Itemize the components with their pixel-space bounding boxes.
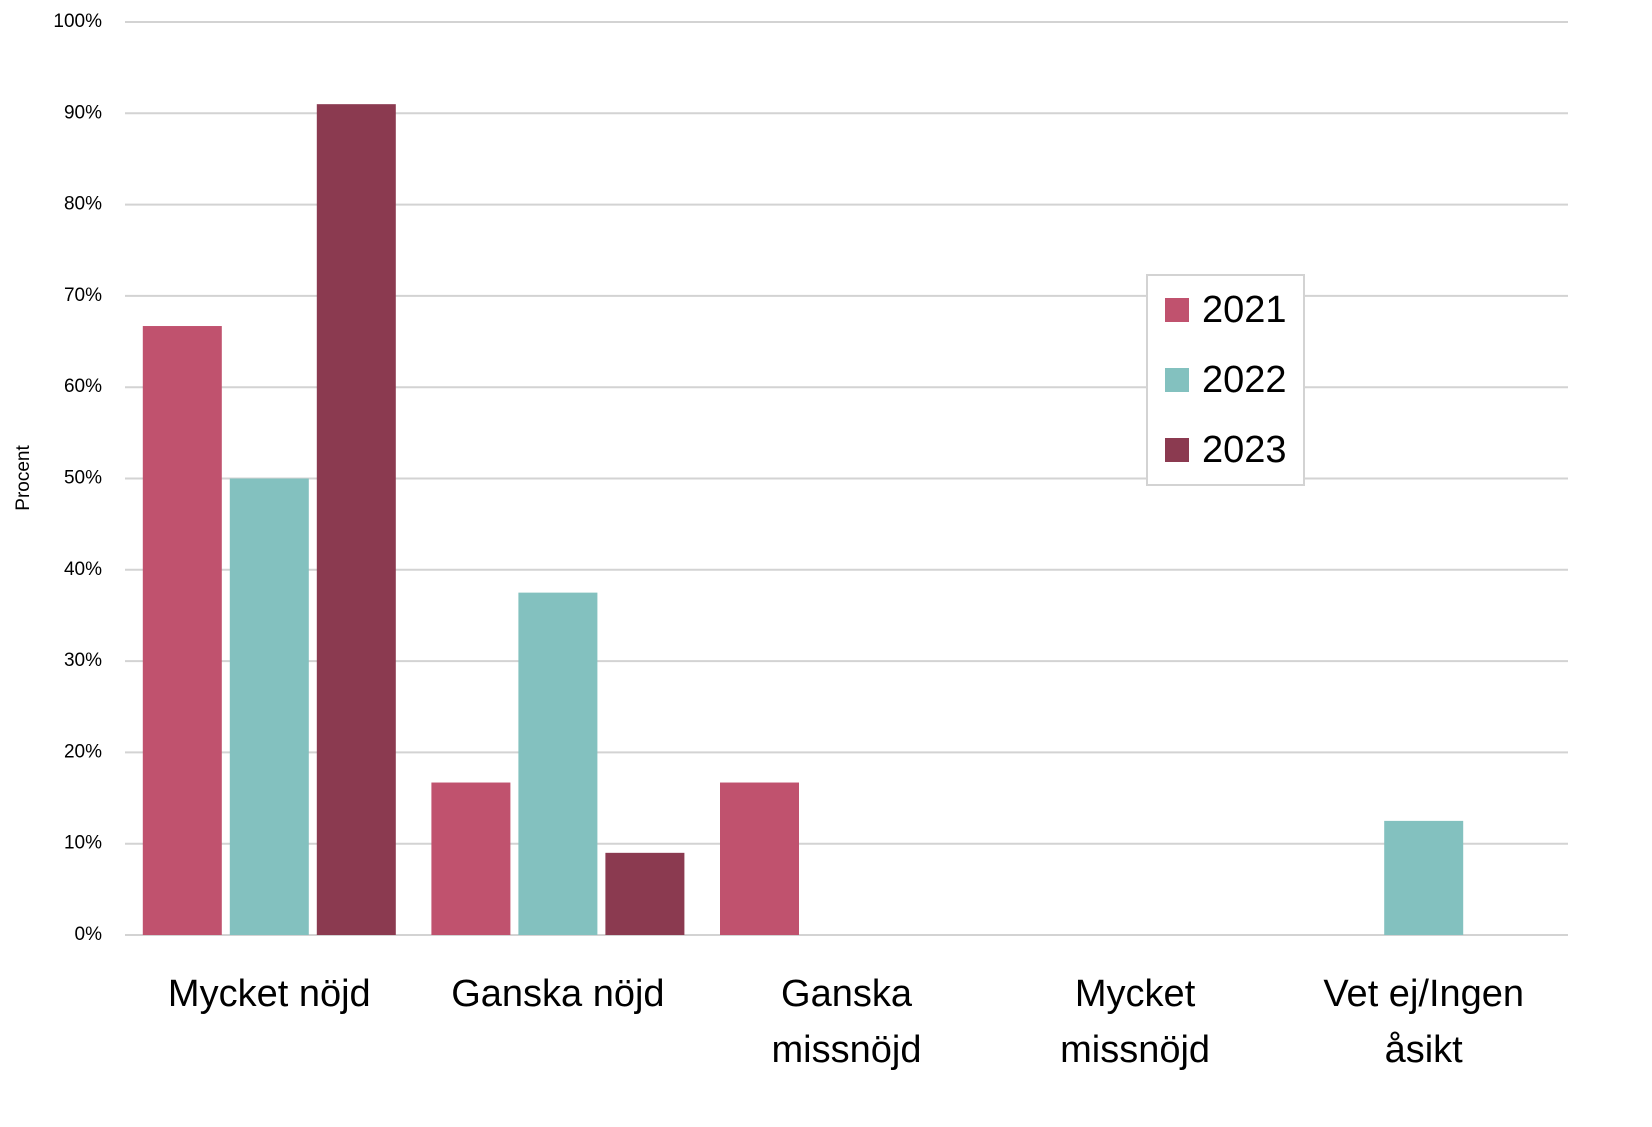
y-tick-label: 80% (64, 194, 102, 215)
legend-label: 2023 (1202, 429, 1287, 471)
y-tick-label: 20% (64, 741, 102, 762)
y-tick-label: 100% (53, 11, 102, 32)
legend-swatch (1165, 298, 1189, 322)
bar (605, 852, 685, 935)
x-tick-label: Vet ej/Ingen åsikt (1323, 973, 1525, 1071)
y-tick-label: 60% (64, 376, 102, 397)
legend-swatch (1165, 438, 1189, 462)
x-tick-label: Mycket nöjd (167, 973, 371, 1015)
bar (1384, 820, 1464, 935)
bar (518, 592, 598, 935)
bar (229, 478, 309, 935)
x-tick-label: Ganska missnöjd (771, 973, 922, 1071)
y-tick-label: 0% (75, 924, 103, 945)
y-tick-label: 40% (64, 559, 102, 580)
x-tick-label: Mycket missnöjd (1060, 973, 1211, 1071)
legend-label: 2022 (1202, 359, 1287, 401)
legend-swatch (1165, 368, 1189, 392)
bar (431, 782, 511, 935)
y-tick-label: 90% (64, 102, 102, 123)
y-tick-label: 10% (64, 833, 102, 854)
legend-label: 2021 (1202, 289, 1287, 331)
bar (142, 326, 222, 935)
y-axis-label: Procent (13, 445, 34, 511)
bar (316, 104, 396, 936)
y-tick-label: 50% (64, 468, 102, 489)
bar (720, 782, 799, 935)
x-tick-label: Ganska nöjd (451, 973, 665, 1015)
y-tick-label: 30% (64, 650, 102, 671)
y-tick-label: 70% (64, 285, 102, 306)
